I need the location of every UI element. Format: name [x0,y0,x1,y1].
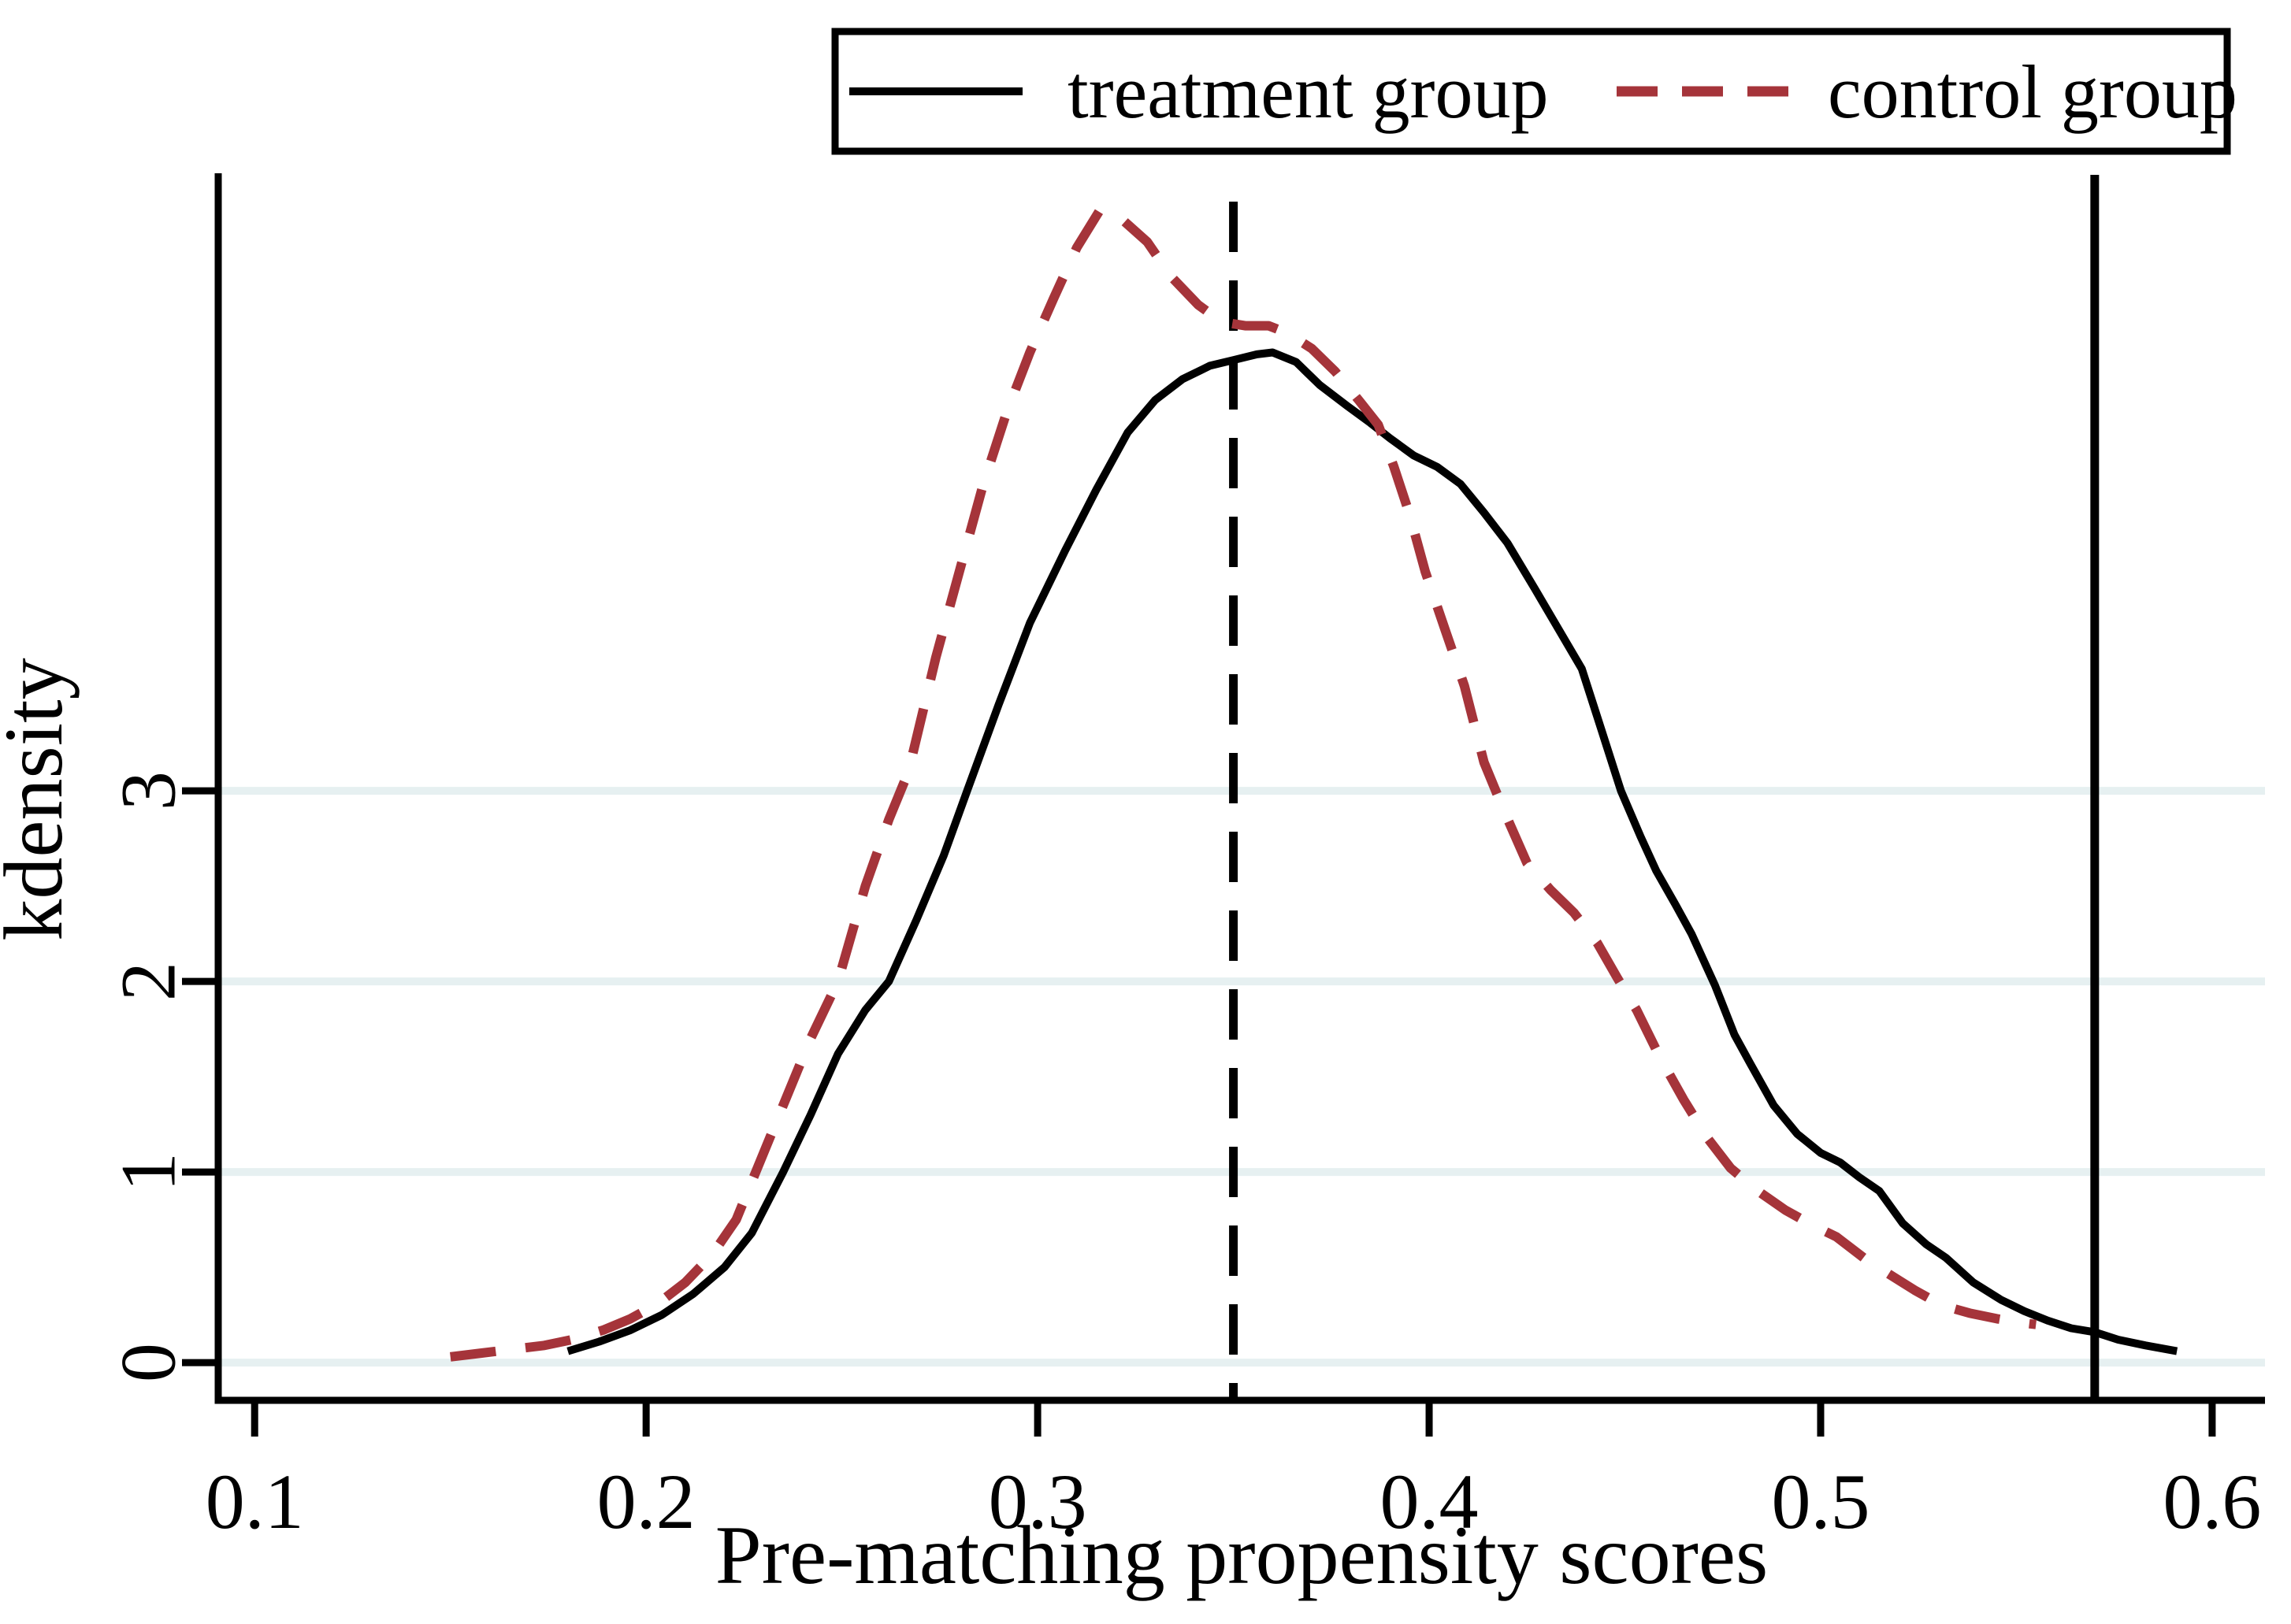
x-tick-label-0.6: 0.6 [2163,1458,2261,1545]
legend-treatment-label: treatment group [1068,50,1548,134]
density-curves [449,205,2178,1362]
gridlines [221,787,2265,1367]
y-axis-title: kdensity [0,658,80,940]
legend-box [831,28,2231,155]
axis-ticks [182,787,2216,1437]
curve-control-group [449,205,2037,1362]
curve-treatment-group [566,348,2178,1355]
y-tick-label-2: 2 [105,962,192,1001]
x-tick-label-0.5: 0.5 [1771,1458,1870,1545]
x-tick-label-0.1: 0.1 [206,1458,304,1545]
legend: treatment group control group [831,28,2237,155]
x-axis-title: Pre-matching propensity scores [715,1509,1768,1601]
axis-tick-labels: 0 1 2 3 0.1 0.2 0.3 0.4 0.5 0.6 [105,771,2262,1545]
legend-control-label: control group [1828,50,2237,134]
reference-lines [1229,175,2100,1400]
y-tick-label-3: 3 [105,771,192,810]
x-tick-label-0.3: 0.3 [989,1458,1087,1545]
x-tick-label-0.2: 0.2 [597,1458,696,1545]
x-tick-label-0.4: 0.4 [1380,1458,1479,1545]
y-tick-label-1: 1 [105,1152,192,1192]
y-tick-label-0: 0 [105,1343,192,1382]
